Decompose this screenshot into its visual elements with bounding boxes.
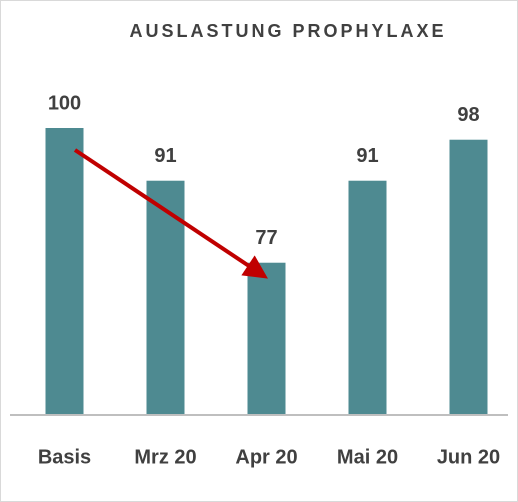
plot-area: Basis 100 Mrz 20 91 Apr 20 77 Mai 20 91 Jun 20 98 bbox=[38, 92, 500, 468]
x-tick-label: Basis bbox=[38, 446, 91, 468]
chart-title: AUSLASTUNG PROPHYLAXE bbox=[129, 21, 446, 41]
data-label: 91 bbox=[356, 145, 378, 167]
data-label: 91 bbox=[154, 145, 176, 167]
data-label: 100 bbox=[48, 92, 81, 114]
bar bbox=[247, 262, 286, 415]
data-label: 98 bbox=[457, 104, 479, 126]
bar bbox=[45, 128, 84, 415]
x-tick-label: Mrz 20 bbox=[134, 446, 196, 468]
x-tick-label: Apr 20 bbox=[235, 446, 297, 468]
x-tick-label: Jun 20 bbox=[437, 446, 500, 468]
bar bbox=[449, 139, 488, 415]
data-label: 77 bbox=[255, 227, 277, 249]
trend-arrow bbox=[73, 148, 268, 279]
bar bbox=[348, 180, 387, 415]
x-tick-label: Mai 20 bbox=[337, 446, 398, 468]
bar bbox=[146, 180, 185, 415]
